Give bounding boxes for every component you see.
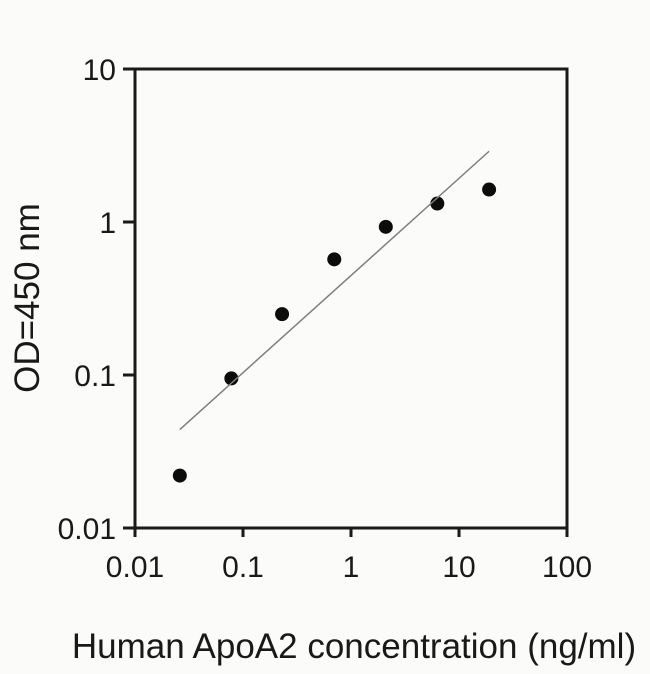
data-point xyxy=(275,307,290,322)
x-tick-label: 0.1 xyxy=(222,551,264,584)
data-point xyxy=(327,252,342,267)
plot-frame xyxy=(133,67,569,530)
data-point xyxy=(378,219,393,234)
x-tick-label: 1 xyxy=(343,551,360,584)
x-tick-label: 10 xyxy=(442,551,475,584)
data-point xyxy=(482,182,497,197)
x-tick-label: 100 xyxy=(542,551,592,584)
data-point xyxy=(224,371,239,386)
y-tick-label: 1 xyxy=(99,207,116,240)
plot-layer: 0.01 0.1 1 10 100 0.01 0.1 1 10 xyxy=(58,54,592,584)
x-axis-title: Human ApoA2 concentration (ng/ml) xyxy=(72,627,636,666)
regression-line xyxy=(179,150,490,431)
y-tick-label: 0.1 xyxy=(74,360,116,393)
data-point xyxy=(172,468,187,483)
y-axis-title: OD=450 nm xyxy=(8,203,47,393)
x-tick-label: 0.01 xyxy=(106,551,164,584)
y-tick-label: 10 xyxy=(83,54,116,87)
y-tick-label: 0.01 xyxy=(58,513,116,546)
